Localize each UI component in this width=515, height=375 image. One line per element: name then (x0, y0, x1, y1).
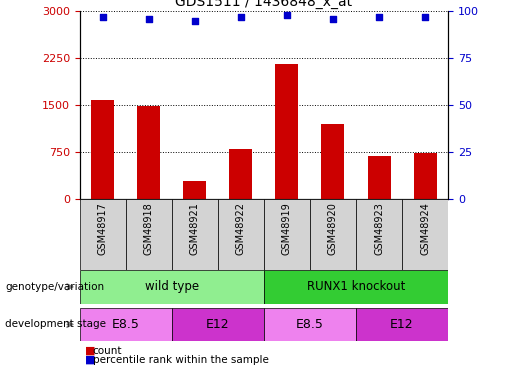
Text: wild type: wild type (145, 280, 199, 293)
Bar (321, 124, 345, 199)
Bar (264, 199, 310, 270)
Point (191, 18, 199, 24)
Text: GSM48923: GSM48923 (374, 202, 384, 255)
Bar (402, 199, 448, 270)
Point (237, 14, 245, 20)
Text: GSM48924: GSM48924 (420, 202, 430, 255)
Bar (276, 64, 299, 199)
Text: RUNX1 knockout: RUNX1 knockout (307, 280, 405, 293)
Point (145, 16, 153, 22)
Text: E8.5: E8.5 (112, 318, 140, 331)
Title: GDS1511 / 1436848_x_at: GDS1511 / 1436848_x_at (176, 0, 352, 9)
Bar (368, 156, 390, 199)
Text: count: count (93, 346, 122, 355)
Bar (126, 199, 172, 270)
Bar (356, 308, 448, 341)
Bar (80, 199, 126, 270)
Text: E12: E12 (206, 318, 230, 331)
Bar (172, 199, 218, 270)
Bar (80, 308, 172, 341)
Point (421, 14, 429, 20)
Point (283, 12, 291, 18)
Bar (172, 308, 264, 341)
Bar (218, 199, 264, 270)
Bar (138, 106, 160, 199)
Text: ■: ■ (85, 346, 95, 355)
Bar (264, 270, 448, 304)
Text: GSM48919: GSM48919 (282, 202, 292, 255)
Point (375, 14, 383, 20)
Bar (229, 149, 252, 199)
Point (99, 14, 107, 20)
Bar (264, 308, 356, 341)
Text: GSM48922: GSM48922 (236, 202, 246, 255)
Bar (91, 100, 114, 199)
Bar (356, 199, 402, 270)
Text: percentile rank within the sample: percentile rank within the sample (93, 355, 269, 365)
Point (329, 16, 337, 22)
Text: GSM48921: GSM48921 (190, 202, 200, 255)
Bar (310, 199, 356, 270)
Text: development stage: development stage (5, 320, 106, 329)
Bar (183, 181, 207, 199)
Bar (414, 153, 437, 199)
Text: E12: E12 (390, 318, 414, 331)
Text: GSM48920: GSM48920 (328, 202, 338, 255)
Text: GSM48917: GSM48917 (98, 202, 108, 255)
Text: E8.5: E8.5 (296, 318, 324, 331)
Text: genotype/variation: genotype/variation (5, 282, 104, 292)
Text: ■: ■ (85, 355, 95, 365)
Bar (80, 270, 264, 304)
Text: GSM48918: GSM48918 (144, 202, 154, 255)
